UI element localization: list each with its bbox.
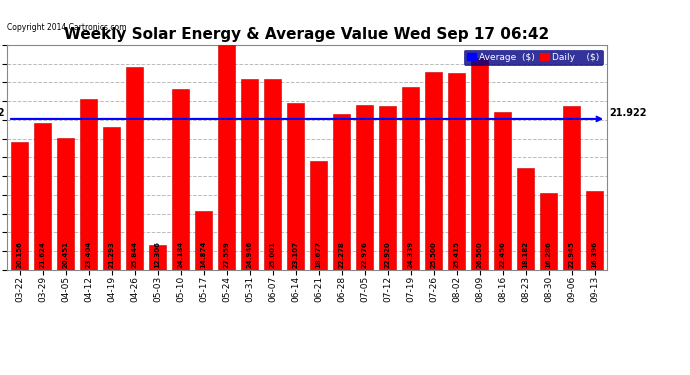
- Bar: [379, 106, 396, 270]
- Text: 22.278: 22.278: [339, 241, 344, 268]
- Bar: [80, 99, 97, 270]
- Text: 24.339: 24.339: [408, 241, 413, 268]
- Text: 14.874: 14.874: [201, 241, 206, 268]
- Text: 16.286: 16.286: [546, 241, 551, 268]
- Bar: [540, 193, 558, 270]
- Text: 18.677: 18.677: [315, 241, 322, 268]
- Text: 21.922: 21.922: [0, 108, 5, 118]
- Text: 18.182: 18.182: [522, 241, 529, 268]
- Text: 25.500: 25.500: [431, 241, 437, 268]
- Text: 22.920: 22.920: [384, 241, 391, 268]
- Bar: [57, 138, 75, 270]
- Text: 22.976: 22.976: [362, 241, 368, 268]
- Title: Weekly Solar Energy & Average Value Wed Sep 17 06:42: Weekly Solar Energy & Average Value Wed …: [64, 27, 550, 42]
- Bar: [218, 45, 235, 270]
- Bar: [356, 105, 373, 270]
- Legend: Average  ($), Daily    ($): Average ($), Daily ($): [464, 50, 602, 65]
- Bar: [241, 79, 258, 270]
- Text: 25.001: 25.001: [270, 241, 275, 268]
- Text: 21.624: 21.624: [39, 241, 46, 268]
- Bar: [517, 168, 534, 270]
- Bar: [34, 123, 51, 270]
- Text: 12.306: 12.306: [155, 241, 161, 268]
- Bar: [310, 162, 327, 270]
- Text: 23.404: 23.404: [86, 241, 92, 268]
- Text: 20.156: 20.156: [17, 241, 23, 268]
- Bar: [264, 78, 282, 270]
- Text: 25.415: 25.415: [453, 241, 460, 268]
- Text: 23.107: 23.107: [293, 241, 299, 268]
- Bar: [149, 245, 166, 270]
- Text: 21.293: 21.293: [108, 241, 115, 268]
- Bar: [172, 89, 189, 270]
- Text: 24.946: 24.946: [246, 241, 253, 268]
- Bar: [494, 112, 511, 270]
- Text: 22.456: 22.456: [500, 241, 506, 268]
- Bar: [425, 72, 442, 270]
- Text: 21.922: 21.922: [609, 108, 647, 118]
- Text: 24.184: 24.184: [177, 241, 184, 268]
- Text: 27.559: 27.559: [224, 241, 230, 268]
- Bar: [287, 104, 304, 270]
- Text: 16.396: 16.396: [591, 241, 598, 268]
- Text: 20.451: 20.451: [63, 241, 68, 268]
- Text: 22.945: 22.945: [569, 241, 575, 268]
- Bar: [195, 211, 213, 270]
- Text: 26.560: 26.560: [477, 242, 482, 268]
- Text: 25.844: 25.844: [132, 241, 137, 268]
- Bar: [471, 58, 489, 270]
- Bar: [402, 87, 420, 270]
- Text: Copyright 2014 Cartronics.com: Copyright 2014 Cartronics.com: [7, 22, 126, 32]
- Bar: [11, 142, 28, 270]
- Bar: [126, 68, 144, 270]
- Bar: [448, 73, 465, 270]
- Bar: [563, 105, 580, 270]
- Bar: [586, 191, 603, 270]
- Bar: [103, 127, 120, 270]
- Bar: [333, 114, 351, 270]
